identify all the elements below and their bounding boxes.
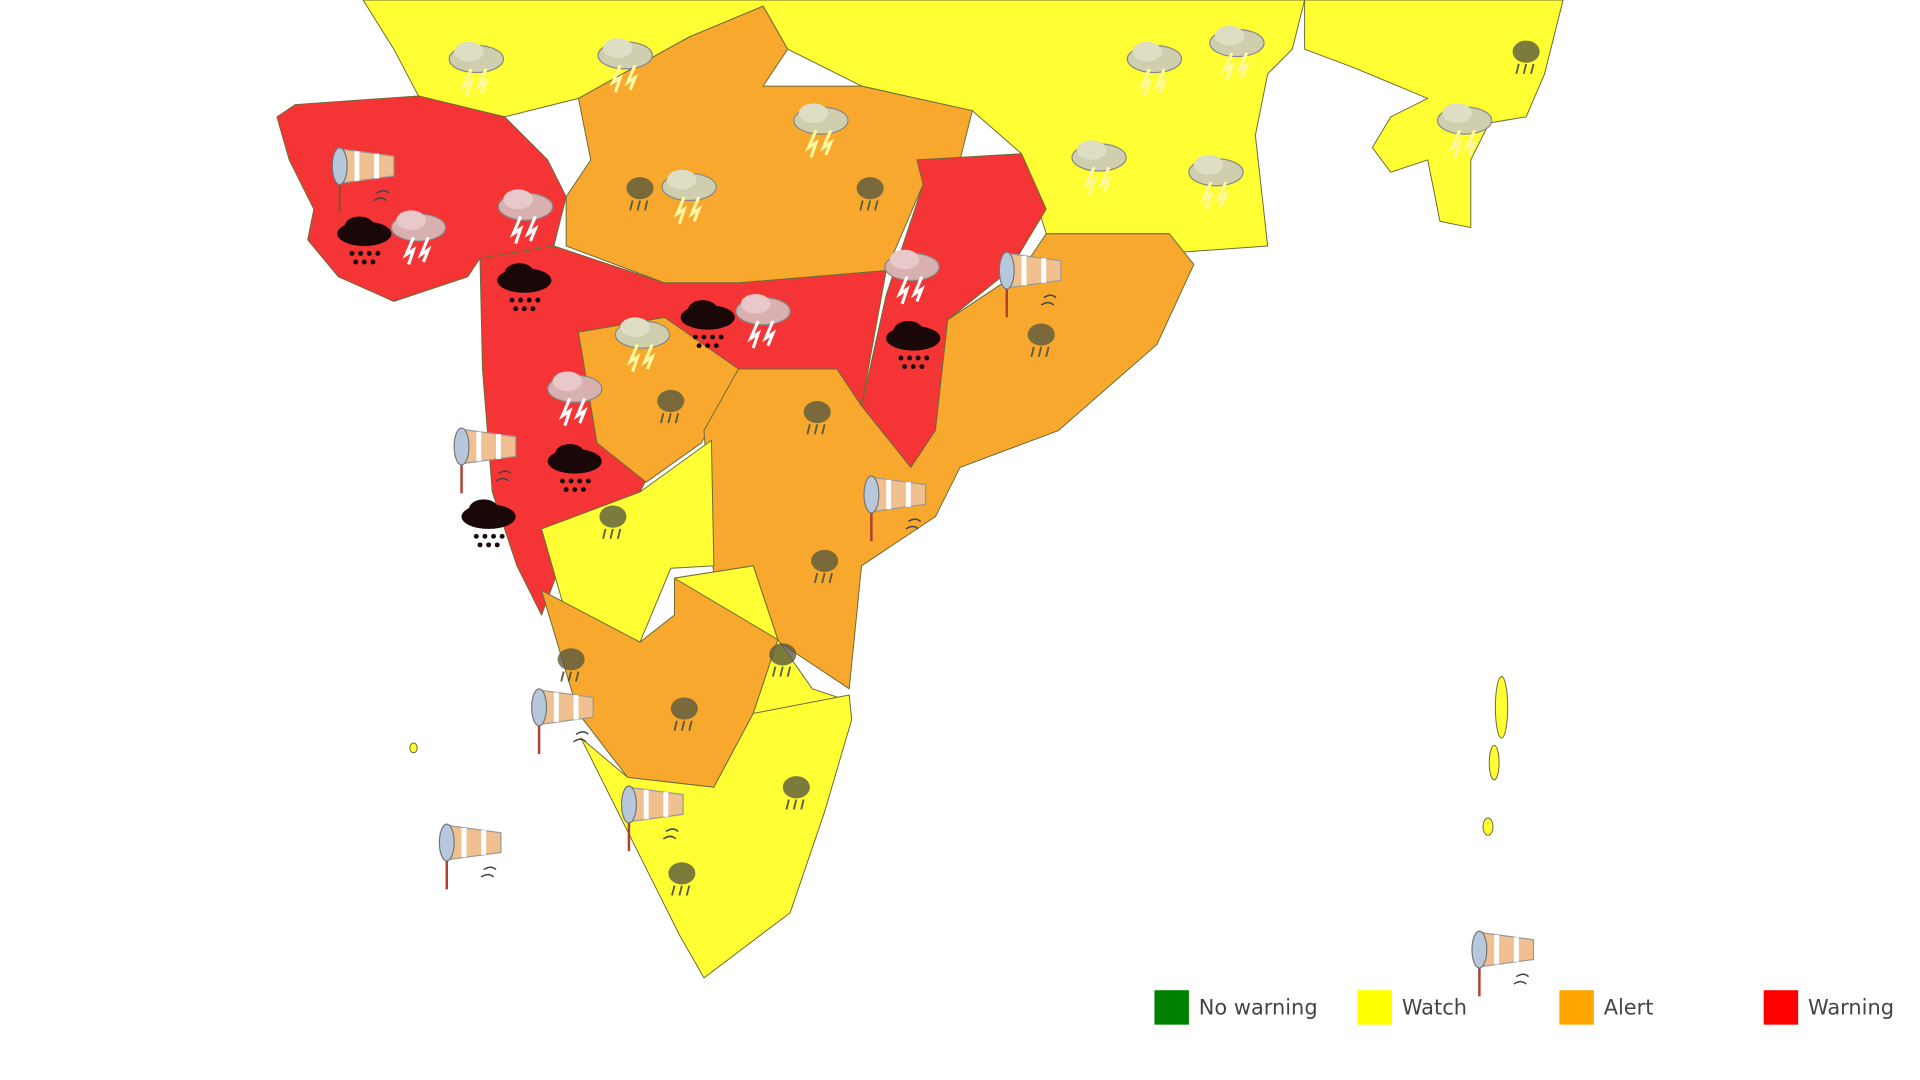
legend-swatch xyxy=(1154,990,1189,1025)
island xyxy=(1488,744,1500,781)
region xyxy=(580,694,853,979)
legend-label: No warning xyxy=(1199,996,1318,1020)
legend-item: Warning xyxy=(1763,990,1894,1025)
legend-item: Alert xyxy=(1559,990,1654,1025)
legend-swatch xyxy=(1559,990,1594,1025)
regions xyxy=(276,0,1564,979)
legend-label: Watch xyxy=(1402,996,1467,1020)
wind-icon xyxy=(439,824,501,889)
legend-item: No warning xyxy=(1154,990,1318,1025)
wind-icon xyxy=(1472,931,1534,996)
legend-item: Watch xyxy=(1357,990,1467,1025)
legend-swatch xyxy=(1763,990,1799,1025)
legend-label: Warning xyxy=(1808,996,1894,1020)
region xyxy=(362,0,1306,253)
island xyxy=(409,742,418,754)
island xyxy=(1494,676,1509,739)
region xyxy=(1304,0,1564,229)
legend-swatch xyxy=(1357,990,1392,1025)
legend: No warning Watch Alert Warning xyxy=(1154,990,1894,1025)
island xyxy=(1482,817,1494,836)
region xyxy=(703,233,1195,690)
legend-label: Alert xyxy=(1604,996,1654,1020)
